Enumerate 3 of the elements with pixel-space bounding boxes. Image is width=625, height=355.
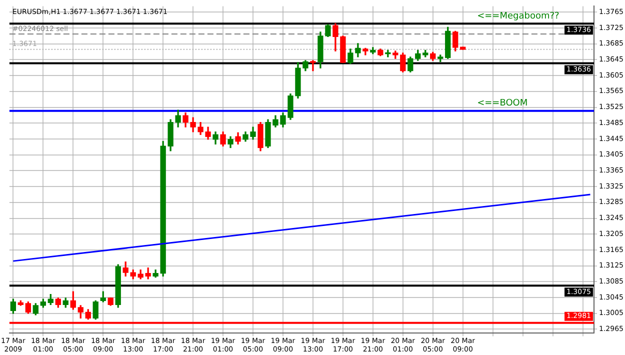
candlestick: [310, 60, 316, 72]
annotation: <==BOOM: [477, 98, 528, 109]
annotation: <==Megaboom??: [477, 11, 560, 22]
